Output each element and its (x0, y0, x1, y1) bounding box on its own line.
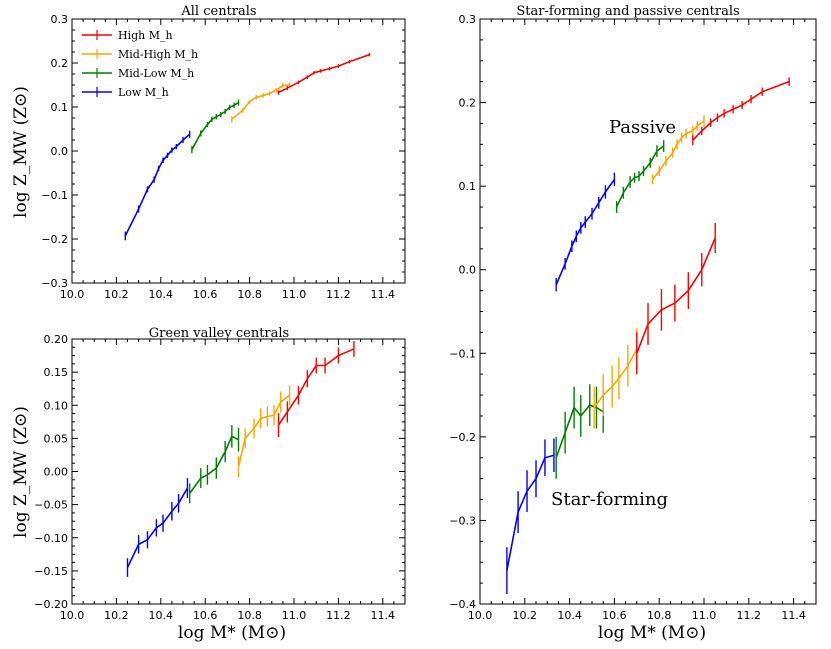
legend-label-midlow: Mid-Low M_h (118, 67, 194, 80)
y-tick-label: 0.3 (51, 13, 69, 26)
legend-label-midhigh: Mid-High M_h (118, 48, 198, 61)
title-green-valley: Green valley centrals (149, 326, 289, 341)
x-tick-label: 10.4 (557, 609, 582, 622)
y-tick-label: 0.1 (459, 180, 477, 193)
y-tick-label: 0.2 (51, 57, 69, 70)
x-tick-label: 10.6 (193, 288, 218, 301)
legend-item-high: High M_h (82, 29, 173, 42)
series-mid-high-m-h-line (231, 84, 290, 120)
series-low-m-h-line (124, 133, 191, 237)
x-tick-label: 11.2 (737, 609, 762, 622)
y-tick-label: 0.00 (44, 466, 69, 479)
starforming-low-m-h-line (506, 454, 555, 571)
x-tick-label: 11.0 (282, 609, 307, 622)
x-tick-label: 10.2 (104, 288, 129, 301)
annotation-passive: Passive (609, 117, 676, 138)
x-tick-label: 11.2 (326, 288, 351, 301)
ylabel-bottom-text: log Z_MW (Z⊙) (11, 406, 31, 538)
y-tick-label: −0.2 (449, 431, 476, 444)
x-tick-label: 11.4 (371, 609, 396, 622)
x-tick-label: 10.4 (149, 609, 174, 622)
x-tick-label: 10.0 (468, 609, 493, 622)
series-high-m-h-line (277, 348, 355, 426)
ylabel-bottom: log Z_MW (Z⊙) (11, 406, 31, 538)
x-tick-label: 11.2 (326, 609, 351, 622)
y-tick-label: 0.15 (44, 366, 69, 379)
y-tick-label: 0.1 (51, 101, 69, 114)
series-low-m-h-line (126, 487, 189, 568)
legend-item-midhigh: Mid-High M_h (82, 48, 198, 61)
series-mid-high-m-h-line (237, 394, 291, 468)
y-tick-label: −0.1 (41, 189, 68, 202)
x-tick-label: 10.6 (193, 609, 218, 622)
ylabel-top-text: log Z_MW (Z⊙) (11, 86, 31, 218)
series-high-m-h-line (278, 53, 370, 94)
chart-all-centrals: 10.0 10.2 10.4 10.6 10.8 11.0 11.2 11.4 −0.3 −0.2… (41, 13, 406, 301)
y-tick-label: −0.3 (41, 277, 68, 290)
y-tick-label: 0.0 (459, 264, 477, 277)
y-tick-label: 0.2 (459, 97, 477, 110)
legend-label-low: Low M_h (118, 86, 169, 99)
x-tick-label: 11.4 (371, 288, 396, 301)
ylabel-top: log Z_MW (Z⊙) (11, 86, 31, 218)
legend-item-midlow: Mid-Low M_h (82, 67, 194, 80)
y-tick-label: −0.1 (449, 347, 476, 360)
y-tick-label: −0.10 (34, 532, 68, 545)
x-tick-label: 10.8 (237, 288, 262, 301)
xlabel-right: log M* (M⊙) (598, 623, 706, 643)
passive-low-m-h-line (555, 178, 616, 286)
x-tick-label: 10.6 (602, 609, 627, 622)
y-tick-label: −0.05 (34, 499, 68, 512)
x-tick-label: 10.8 (237, 609, 262, 622)
legend-label-high: High M_h (118, 29, 173, 42)
y-tick-label: 0.05 (44, 432, 69, 445)
y-tick-label: 0.10 (44, 399, 69, 412)
x-tick-label: 11.0 (282, 288, 307, 301)
x-tick-label: 10.4 (149, 288, 174, 301)
y-tick-label: 0.0 (51, 145, 69, 158)
chart-star-forming-passive: 10.0 10.2 10.4 10.6 10.8 11.0 11.2 11.4 −0.4 −0.3… (449, 13, 817, 622)
y-tick-label: 0.3 (459, 13, 477, 26)
starforming-mid-high-m-h-line (593, 348, 638, 409)
chart-green-valley: 10.0 10.2 10.4 10.6 10.8 11.0 11.2 11.4 −0.20 −0.… (34, 333, 406, 622)
x-tick-label: 10.2 (513, 609, 538, 622)
passive-high-m-h-line (692, 80, 790, 141)
annotation-star-forming: Star-forming (551, 489, 668, 510)
y-tick-label: 0.20 (44, 333, 69, 346)
y-tick-label: −0.15 (34, 565, 68, 578)
y-tick-label: −0.20 (34, 598, 68, 611)
passive-mid-high-m-h-line (651, 120, 705, 180)
title-star-forming-passive: Star-forming and passive centrals (516, 4, 739, 19)
x-tick-label: 10.2 (104, 609, 129, 622)
legend: High M_h Mid-High M_h Mid-Low M_h Low M_… (82, 29, 198, 99)
title-all-centrals: All centrals (180, 4, 256, 19)
y-tick-label: −0.3 (449, 514, 476, 527)
x-tick-label: 11.0 (692, 609, 717, 622)
x-tick-label: 11.4 (781, 609, 806, 622)
series-mid-low-m-h-line (191, 101, 239, 151)
x-tick-label: 10.8 (647, 609, 672, 622)
x-tick-label: 10.0 (60, 288, 85, 301)
y-tick-label: −0.4 (449, 598, 476, 611)
legend-item-low: Low M_h (82, 86, 169, 99)
xlabel-left: log M* (M⊙) (178, 623, 286, 643)
x-tick-label: 10.0 (60, 609, 85, 622)
y-tick-label: −0.2 (41, 233, 68, 246)
